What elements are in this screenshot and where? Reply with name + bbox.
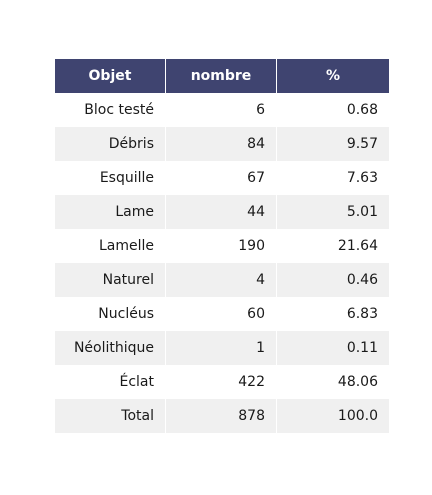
cell-nombre: 878 <box>166 399 277 433</box>
cell-percent: 0.46 <box>346 272 378 288</box>
cell-objet: Naturel <box>55 263 166 297</box>
cell-percent: 0.11 <box>346 340 378 356</box>
cell-objet: Néolithique <box>55 331 166 365</box>
cell-nombre: 422 <box>166 365 277 399</box>
table-row: Éclat 422 48.06 <box>55 365 389 399</box>
cell-objet: Débris <box>55 127 166 161</box>
table-row: Esquille 67 7.63 <box>55 161 389 195</box>
table-row-total: Total 878 100.0 <box>55 399 389 433</box>
cell-nombre: 60 <box>166 297 277 331</box>
table-row: Bloc testé 6 0.68 <box>55 93 389 127</box>
cell-objet: Lame <box>55 195 166 229</box>
cell-nombre: 6 <box>166 93 277 127</box>
data-table: Objet nombre % Bloc testé 6 0.68 Débris … <box>55 59 389 433</box>
table-row: Débris 84 9.57 <box>55 127 389 161</box>
cell-nombre: 84 <box>166 127 277 161</box>
cell-percent: 0.68 <box>346 102 378 118</box>
cell-percent: 100.0 <box>337 408 378 424</box>
table-row: Lame 44 5.01 <box>55 195 389 229</box>
cell-percent: 7.63 <box>346 170 378 186</box>
cell-objet: Lamelle <box>55 229 166 263</box>
table-row: Lamelle 190 21.64 <box>55 229 389 263</box>
cell-objet: Total <box>55 399 166 433</box>
column-header-nombre: nombre <box>166 59 277 93</box>
cell-percent: 5.01 <box>346 204 378 220</box>
cell-percent: 6.83 <box>346 306 378 322</box>
cell-percent: 21.64 <box>337 238 378 254</box>
cell-objet: Éclat <box>55 365 166 399</box>
column-header-objet: Objet <box>55 59 166 93</box>
table-row: Nucléus 60 6.83 <box>55 297 389 331</box>
table-row: Néolithique 1 0.11 <box>55 331 389 365</box>
cell-nombre: 44 <box>166 195 277 229</box>
cell-percent: 9.57 <box>346 136 378 152</box>
cell-percent: 48.06 <box>337 374 378 390</box>
cell-objet: Bloc testé <box>55 93 166 127</box>
column-header-percent: % <box>325 68 341 84</box>
cell-objet: Esquille <box>55 161 166 195</box>
table-header-row: Objet nombre % <box>55 59 389 93</box>
cell-nombre: 1 <box>166 331 277 365</box>
cell-objet: Nucléus <box>55 297 166 331</box>
table-row: Naturel 4 0.46 <box>55 263 389 297</box>
cell-nombre: 190 <box>166 229 277 263</box>
cell-nombre: 4 <box>166 263 277 297</box>
cell-nombre: 67 <box>166 161 277 195</box>
